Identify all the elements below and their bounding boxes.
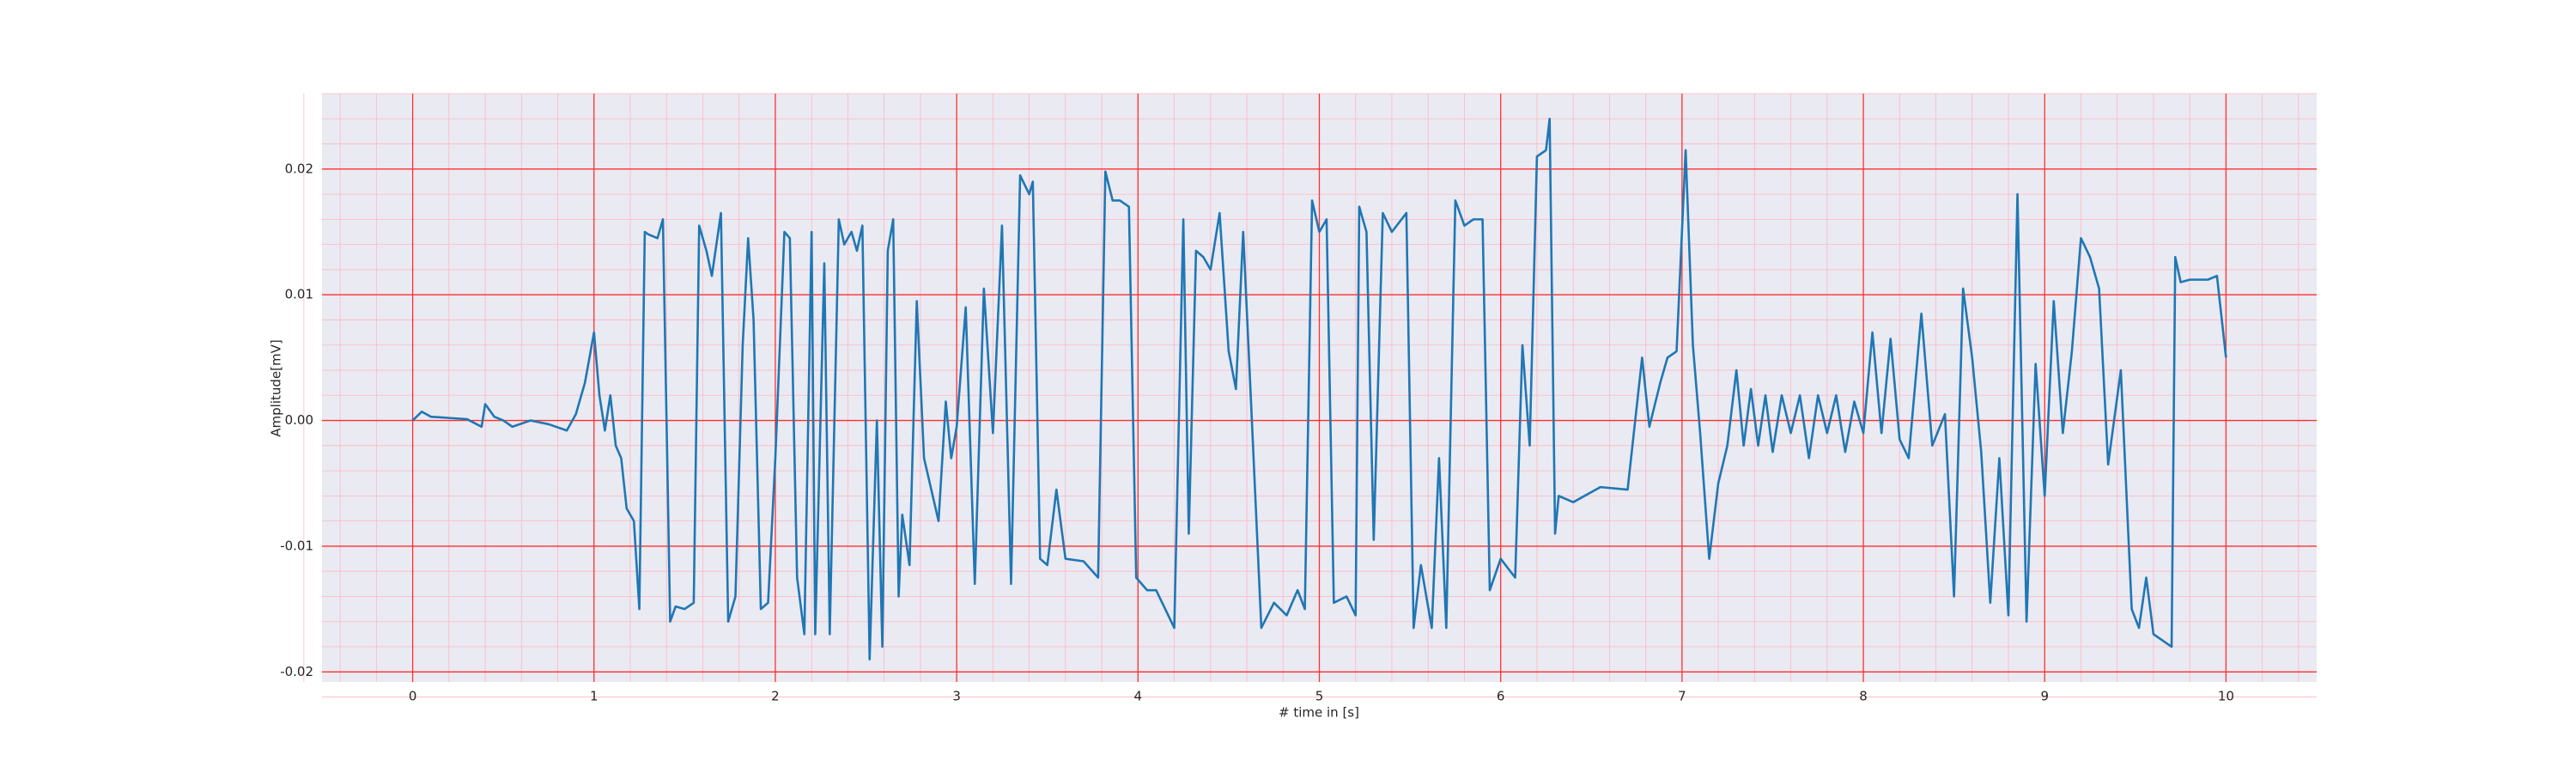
x-tick-label: 8	[1859, 689, 1868, 704]
marks	[411, 117, 2227, 660]
y-tick-label: -0.02	[280, 664, 313, 679]
x-tick-label: 3	[952, 689, 961, 704]
x-tick-label: 4	[1134, 689, 1143, 704]
x-tick-label: 2	[771, 689, 780, 704]
y-tick-label: 0.00	[285, 412, 313, 428]
x-tick-label: 7	[1678, 689, 1686, 704]
x-axis-label: # time in [s]	[1279, 705, 1359, 721]
x-tick-label: 6	[1497, 689, 1505, 704]
y-tick-label: -0.01	[280, 538, 313, 553]
x-tick-label: 0	[409, 689, 417, 704]
signal-line	[411, 117, 2227, 660]
x-tick-label: 5	[1315, 689, 1324, 704]
y-tick-label: 0.02	[285, 161, 313, 176]
grid	[303, 93, 2317, 697]
y-tick-label: 0.01	[285, 287, 313, 302]
x-tick-label: 10	[2218, 689, 2234, 704]
y-axis-label: Amplitude[mV]	[269, 339, 284, 436]
x-tick-label: 9	[2040, 689, 2049, 704]
x-tick-label: 1	[590, 689, 598, 704]
